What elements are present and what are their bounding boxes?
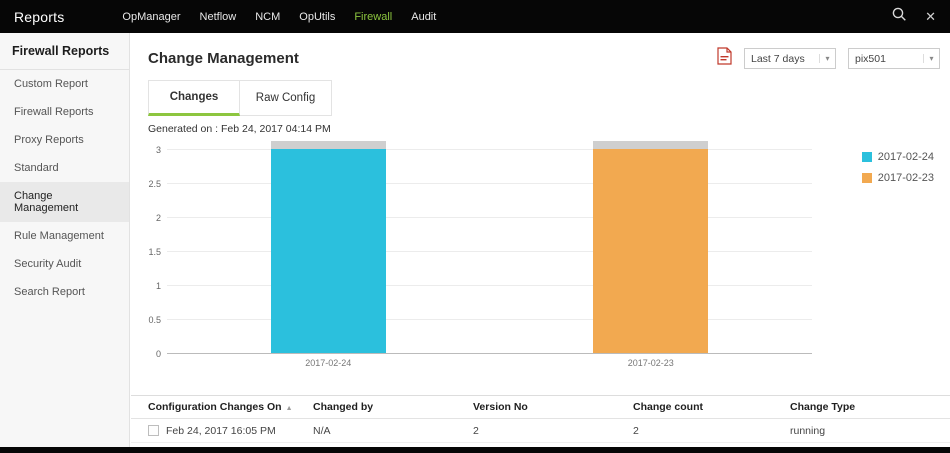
chart-gridline (167, 149, 812, 150)
sidebar-item-change-management[interactable]: Change Management (0, 182, 129, 222)
legend-swatch (861, 152, 872, 162)
top-bar: Reports OpManager Netflow NCM OpUtils Fi… (0, 0, 950, 33)
row-select-checkbox[interactable] (148, 425, 159, 436)
y-axis-tick-label: 1.5 (148, 247, 161, 257)
chart-gridline (167, 285, 812, 286)
app-title: Reports (14, 8, 65, 25)
cell-change-count: 2 (633, 424, 639, 437)
x-axis-label: 2017-02-23 (627, 358, 674, 368)
top-navigation: OpManager Netflow NCM OpUtils Firewall A… (122, 11, 436, 23)
y-axis-tick-label: 2.5 (148, 179, 161, 189)
y-axis-tick-label: 1 (155, 281, 161, 291)
header-controls: Last 7 days ▾ pix501 ▾ (717, 47, 940, 70)
chart-bar-cap (593, 141, 709, 149)
sidebar-item-proxy-reports[interactable]: Proxy Reports (14, 134, 84, 146)
main-content: Change Management Last 7 days ▾ pix501 ▾… (131, 33, 950, 453)
device-value: pix501 (855, 52, 886, 65)
nav-item-oputils[interactable]: OpUtils (299, 10, 336, 23)
sidebar-item-search-report[interactable]: Search Report (14, 286, 85, 298)
col-header-change-type[interactable]: Change Type (790, 401, 856, 413)
nav-item-opmanager[interactable]: OpManager (122, 10, 181, 23)
nav-item-firewall[interactable]: Firewall (354, 10, 393, 23)
tab-changes[interactable]: Changes (148, 80, 240, 116)
nav-item-audit[interactable]: Audit (411, 10, 437, 23)
col-header-configuration-changes-on[interactable]: Configuration Changes On ▲ (148, 401, 313, 413)
sidebar-item-firewall-reports[interactable]: Firewall Reports (14, 106, 94, 118)
col-header-version-no[interactable]: Version No (473, 401, 528, 413)
sidebar-item-custom-report[interactable]: Custom Report (14, 78, 88, 90)
chart-gridline (167, 183, 812, 184)
chart-gridline (167, 319, 812, 320)
tab-raw-config[interactable]: Raw Config (240, 80, 332, 116)
chart-legend: 2017-02-24 2017-02-23 (861, 151, 934, 193)
device-dropdown[interactable]: pix501 ▾ (848, 48, 940, 69)
cell-version-no: 2 (473, 424, 479, 437)
pdf-export-icon[interactable] (717, 47, 732, 70)
table-row[interactable]: Feb 24, 2017 16:05 PM N/A 2 2 running (131, 419, 950, 443)
nav-item-ncm[interactable]: NCM (255, 10, 281, 23)
legend-label: 2017-02-23 (877, 172, 934, 184)
page-title: Change Management (148, 50, 299, 67)
date-range-dropdown[interactable]: Last 7 days ▾ (744, 48, 836, 69)
sidebar-item-standard[interactable]: Standard (14, 162, 59, 174)
chart-bar-2017-02-23 (593, 149, 709, 353)
y-axis-tick-label: 3 (155, 145, 161, 155)
main-header: Change Management Last 7 days ▾ pix501 ▾ (131, 33, 950, 70)
col-header-change-count[interactable]: Change count (633, 401, 703, 413)
sort-icon: ▲ (285, 405, 293, 412)
nav-item-netflow[interactable]: Netflow (199, 10, 237, 23)
date-range-value: Last 7 days (751, 52, 805, 65)
col-header-label: Configuration Changes On (148, 401, 282, 413)
topbar-actions: ✕ (891, 6, 936, 27)
col-header-changed-by[interactable]: Changed by (313, 401, 374, 413)
sidebar-item-rule-management[interactable]: Rule Management (14, 230, 104, 242)
legend-item[interactable]: 2017-02-24 (861, 151, 934, 163)
sidebar-title: Firewall Reports (0, 33, 129, 70)
legend-label: 2017-02-24 (877, 151, 934, 163)
chart-gridline (167, 217, 812, 218)
tab-bar: Changes Raw Config (148, 80, 950, 116)
bar-chart: 0 0.5 1 1.5 2 2.5 3 2017-02-24 2017-02-23 2017-… (139, 139, 934, 379)
changes-table: Configuration Changes On ▲ Changed by Ver… (131, 395, 950, 453)
search-icon[interactable] (891, 6, 907, 27)
y-axis-tick-label: 0 (155, 349, 161, 359)
chart-gridline (167, 251, 812, 252)
cell-changed-by: N/A (313, 424, 331, 437)
chart-plot: 2017-02-24 2017-02-23 (167, 141, 812, 368)
legend-swatch (861, 173, 872, 183)
chart-bar-cap (270, 141, 386, 149)
cell-date: Feb 24, 2017 16:05 PM (148, 425, 313, 437)
sidebar: Firewall Reports Custom Report Firewall … (0, 33, 130, 453)
chart-y-axis: 0 0.5 1 1.5 2 2.5 3 (139, 145, 165, 359)
bottom-bar (0, 447, 950, 453)
chevron-down-icon: ▾ (923, 54, 939, 63)
sidebar-item-security-audit[interactable]: Security Audit (14, 258, 82, 270)
legend-item[interactable]: 2017-02-23 (861, 172, 934, 184)
cell-change-type: running (790, 424, 826, 437)
x-axis-label: 2017-02-24 (305, 358, 352, 368)
y-axis-tick-label: 0.5 (148, 315, 161, 325)
table-header-row: Configuration Changes On ▲ Changed by Ver… (131, 396, 950, 419)
y-axis-tick-label: 2 (155, 213, 161, 223)
date-value: Feb 24, 2017 16:05 PM (166, 424, 276, 437)
chevron-down-icon: ▾ (819, 54, 835, 63)
close-icon[interactable]: ✕ (925, 8, 936, 24)
chart-bar-2017-02-24 (270, 149, 386, 353)
generated-on-text: Generated on : Feb 24, 2017 04:14 PM (148, 123, 331, 135)
